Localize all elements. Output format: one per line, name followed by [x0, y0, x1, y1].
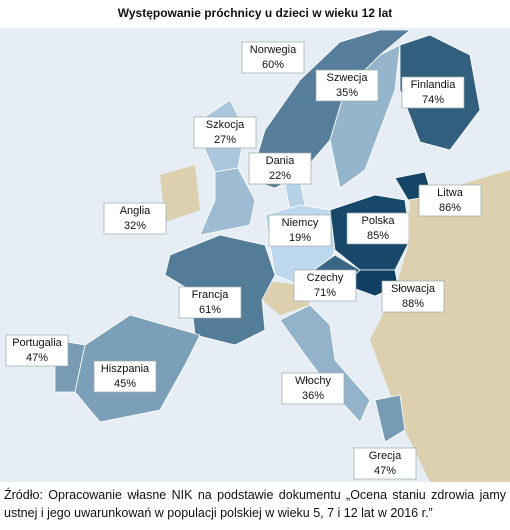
- country-value: 88%: [402, 298, 424, 310]
- country-value: 60%: [262, 59, 284, 71]
- country-value: 71%: [314, 287, 336, 299]
- country-name: Słowacja: [391, 283, 436, 295]
- country-name: Litwa: [437, 187, 464, 199]
- country-value: 35%: [336, 87, 358, 99]
- label-box: [268, 214, 332, 247]
- label-box: [315, 69, 379, 102]
- country-value: 47%: [26, 352, 48, 364]
- country-value: 32%: [124, 220, 146, 232]
- country-name: Szwecja: [327, 72, 369, 84]
- label-box: [346, 212, 410, 245]
- label-box: [418, 184, 482, 217]
- country-value: 85%: [367, 230, 389, 242]
- label-box: [248, 152, 312, 185]
- country-value: 27%: [214, 134, 236, 146]
- map: Występowanie próchnicy u dzieci w wieku …: [0, 0, 510, 482]
- label-box: [193, 116, 257, 149]
- country-name: Szkocja: [206, 119, 245, 131]
- country-name: Anglia: [120, 205, 151, 217]
- country-value: 22%: [269, 170, 291, 182]
- country-name: Portugalia: [12, 337, 62, 349]
- country-value: 74%: [422, 94, 444, 106]
- other-land: [370, 170, 510, 482]
- country-name: Finlandia: [411, 79, 457, 91]
- country-name: Włochy: [295, 375, 332, 387]
- source-note: Źródło: Opracowanie własne NIK na podsta…: [4, 488, 506, 520]
- country-name: Francja: [192, 289, 230, 301]
- map-title: Występowanie próchnicy u dzieci w wieku …: [118, 6, 393, 20]
- country-value: 36%: [302, 390, 324, 402]
- title-bar: [0, 0, 510, 28]
- other-land: [160, 165, 200, 222]
- label-box: [281, 372, 345, 405]
- country-value: 47%: [374, 465, 396, 477]
- label-box: [241, 41, 305, 74]
- label-box: [401, 76, 465, 109]
- country-name: Polska: [361, 215, 395, 227]
- label-box: [93, 360, 157, 393]
- country-name: Norwegia: [250, 44, 297, 56]
- label-box: [103, 202, 167, 235]
- country-name: Grecja: [369, 450, 402, 462]
- country: [199, 167, 256, 236]
- country-value: 61%: [199, 304, 221, 316]
- country-name: Dania: [266, 155, 296, 167]
- country-value: 19%: [289, 232, 311, 244]
- label-box: [178, 286, 242, 319]
- country-name: Hiszpania: [101, 363, 150, 375]
- country-name: Czechy: [307, 272, 344, 284]
- label-box: [293, 269, 357, 302]
- country: [374, 394, 406, 443]
- country: [279, 304, 371, 423]
- label-box: [353, 447, 417, 480]
- country-name: Niemcy: [282, 217, 319, 229]
- country-value: 45%: [114, 378, 136, 390]
- country-value: 86%: [439, 202, 461, 214]
- label-box: [5, 334, 69, 367]
- label-box: [381, 280, 445, 313]
